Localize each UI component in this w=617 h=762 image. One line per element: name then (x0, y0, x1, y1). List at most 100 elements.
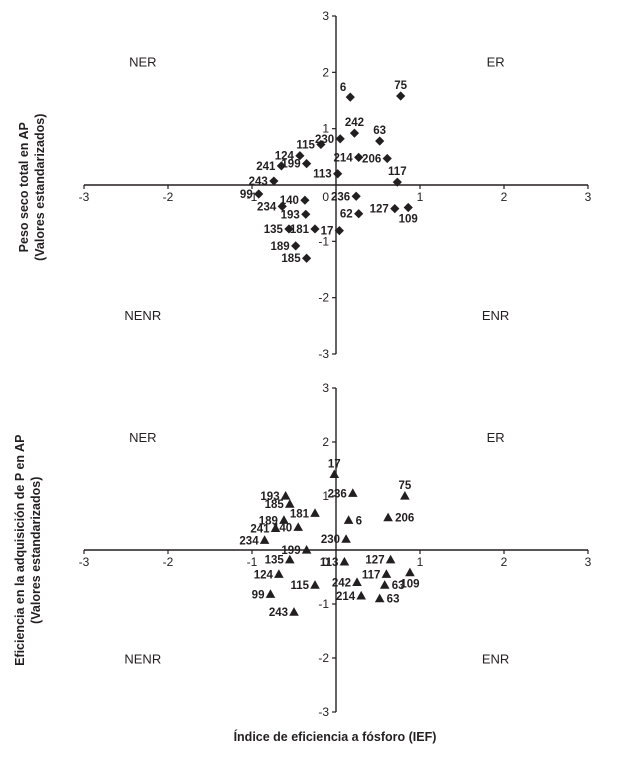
data-point-marker (279, 515, 289, 524)
quadrant-label: ER (487, 430, 505, 445)
y-tick-label: -1 (318, 597, 329, 611)
data-point-marker (351, 191, 361, 201)
data-point-marker (269, 176, 279, 186)
data-point-label: 243 (249, 176, 268, 188)
data-point-label: 124 (275, 151, 295, 163)
x-tick-label: -1 (247, 190, 258, 204)
data-point-label: 117 (362, 569, 381, 581)
data-point-marker (295, 151, 305, 161)
data-point-marker (349, 128, 360, 138)
data-point-label: 63 (387, 594, 400, 606)
data-point-marker (270, 523, 281, 532)
data-point-label: 234 (239, 535, 259, 547)
data-point-marker (333, 169, 343, 179)
data-point-label: 63 (392, 580, 405, 592)
data-point-label: 206 (362, 154, 381, 166)
data-point-label: 75 (394, 80, 407, 92)
x-tick-label: 2 (501, 190, 508, 204)
data-point-label: 189 (259, 515, 278, 527)
y-tick-label: 3 (322, 9, 329, 23)
y-axis-title-top-line2: (Valores estandarizados) (33, 113, 47, 261)
data-point-label: 115 (296, 139, 315, 151)
data-point-label: 109 (400, 579, 419, 591)
data-point-label: 6 (356, 515, 362, 527)
x-tick-label: 3 (585, 555, 592, 569)
y-tick-label: 1 (322, 122, 329, 136)
data-point-marker (352, 577, 362, 586)
data-point-label: 63 (373, 125, 386, 137)
x-tick-label: -1 (247, 555, 258, 569)
quadrant-label: ENR (482, 308, 509, 323)
x-tick-label: -3 (79, 190, 90, 204)
x-tick-label: -2 (163, 190, 174, 204)
x-tick-label: 1 (417, 190, 424, 204)
y-axis-title-bottom: Eficiencia en la adquisición de P en AP … (12, 390, 45, 710)
y-tick-label: 2 (322, 65, 329, 79)
x-tick-label: -2 (163, 555, 174, 569)
data-point-marker (289, 607, 299, 616)
data-point-label: 236 (331, 191, 350, 203)
data-point-marker (301, 209, 311, 219)
data-point-marker (396, 91, 406, 101)
data-point-marker (390, 204, 400, 214)
data-point-label: 62 (340, 209, 353, 221)
data-point-marker (310, 508, 320, 517)
data-point-marker (301, 545, 312, 554)
origin-label: 0 (322, 555, 329, 569)
y-axis-title-top: Peso seco total en AP (Valores estandari… (16, 27, 49, 347)
quadrant-label: ER (487, 55, 505, 70)
data-point-label: 214 (333, 152, 353, 164)
data-point-marker (334, 226, 344, 236)
data-point-label: 234 (257, 201, 277, 213)
data-point-marker (329, 469, 340, 478)
data-point-label: 193 (281, 209, 300, 221)
origin-label: 0 (322, 190, 329, 204)
quadrant-label: NENR (124, 308, 161, 323)
y-tick-label: 3 (322, 381, 329, 395)
data-point-marker (400, 491, 410, 500)
quadrant-label: ENR (482, 651, 509, 666)
data-point-marker (375, 136, 385, 146)
data-point-marker (339, 556, 350, 566)
data-point-marker (374, 593, 385, 603)
y-axis-title-bottom-line2: (Valores estandarizados) (29, 476, 43, 624)
data-point-marker (385, 554, 396, 564)
y-tick-label: -2 (318, 291, 329, 305)
data-point-marker (345, 92, 355, 102)
y-axis-title-top-line1: Peso seco total en AP (16, 122, 31, 253)
data-point-marker (259, 535, 270, 544)
data-point-marker (277, 201, 287, 212)
data-point-marker (310, 580, 320, 589)
y-tick-label: 2 (322, 435, 329, 449)
data-point-marker (354, 152, 364, 162)
data-point-marker (403, 202, 413, 213)
data-point-label: 181 (290, 508, 310, 520)
data-point-marker (285, 554, 295, 564)
data-point-marker (341, 534, 351, 543)
data-point-marker (383, 512, 393, 522)
data-point-marker (265, 589, 276, 598)
data-point-marker (405, 567, 415, 577)
data-point-label: 99 (240, 189, 253, 201)
data-point-marker (381, 569, 392, 578)
y-tick-label: -1 (318, 234, 329, 248)
data-point-label: 199 (281, 159, 300, 171)
data-point-label: 127 (365, 555, 384, 567)
data-point-label: 199 (281, 545, 300, 557)
data-point-marker (356, 590, 366, 600)
data-point-label: 75 (398, 480, 411, 492)
data-point-label: 189 (270, 241, 289, 253)
data-point-marker (310, 224, 320, 234)
data-point-marker (293, 522, 303, 531)
quadrant-label: NER (129, 55, 156, 70)
data-point-marker (291, 241, 301, 251)
data-point-label: 135 (264, 224, 284, 236)
data-point-marker (302, 158, 312, 169)
data-point-label: 113 (313, 169, 332, 181)
data-point-label: 230 (321, 534, 340, 546)
y-tick-label: -3 (318, 705, 329, 719)
data-point-label: 206 (395, 513, 414, 525)
data-point-label: 185 (265, 499, 285, 511)
data-point-label: 17 (321, 226, 334, 238)
